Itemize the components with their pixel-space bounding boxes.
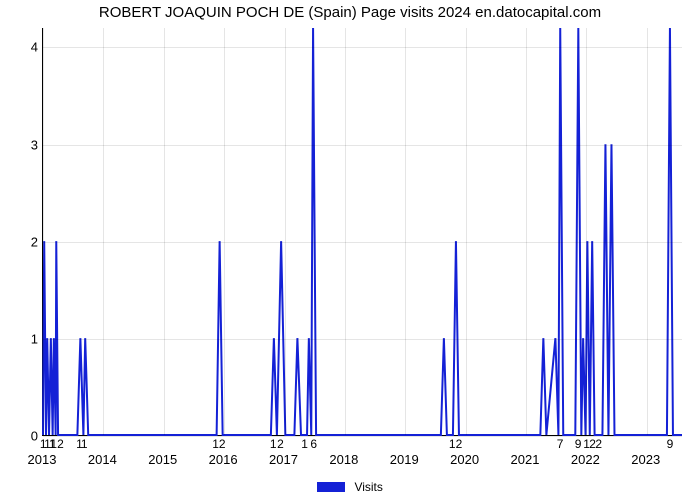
y-tick-label: 2 bbox=[8, 234, 38, 249]
value-label: 2 bbox=[595, 437, 602, 451]
value-label: 1 bbox=[81, 437, 88, 451]
gridline-v bbox=[586, 28, 587, 435]
x-tick-label: 2020 bbox=[450, 452, 479, 467]
y-tick-label: 1 bbox=[8, 331, 38, 346]
gridline-v bbox=[647, 28, 648, 435]
x-tick-label: 2016 bbox=[209, 452, 238, 467]
x-tick-label: 2014 bbox=[88, 452, 117, 467]
gridline-v bbox=[345, 28, 346, 435]
gridline-v bbox=[43, 28, 44, 435]
legend-swatch bbox=[317, 482, 345, 492]
x-tick-label: 2013 bbox=[28, 452, 57, 467]
x-tick-label: 2023 bbox=[631, 452, 660, 467]
value-label: 1 bbox=[301, 437, 308, 451]
value-label: 12 bbox=[50, 437, 63, 451]
y-tick-label: 3 bbox=[8, 137, 38, 152]
x-tick-label: 2019 bbox=[390, 452, 419, 467]
y-tick-label: 4 bbox=[8, 40, 38, 55]
gridline-v bbox=[224, 28, 225, 435]
chart-plot-area bbox=[42, 28, 682, 436]
value-label: 9 bbox=[667, 437, 674, 451]
x-tick-label: 2015 bbox=[148, 452, 177, 467]
gridline-v bbox=[466, 28, 467, 435]
value-label: 2 bbox=[277, 437, 284, 451]
gridline-v bbox=[526, 28, 527, 435]
value-label: 1 bbox=[270, 437, 277, 451]
legend: Visits bbox=[0, 479, 700, 494]
value-label: 7 bbox=[557, 437, 564, 451]
x-tick-label: 2017 bbox=[269, 452, 298, 467]
x-tick-label: 2018 bbox=[329, 452, 358, 467]
value-label: 12 bbox=[212, 437, 225, 451]
value-label: 6 bbox=[310, 437, 317, 451]
value-label: 9 bbox=[575, 437, 582, 451]
gridline-v bbox=[103, 28, 104, 435]
legend-label: Visits bbox=[354, 480, 382, 494]
gridline-v bbox=[285, 28, 286, 435]
value-label: 12 bbox=[449, 437, 462, 451]
chart-title: ROBERT JOAQUIN POCH DE (Spain) Page visi… bbox=[0, 4, 700, 21]
x-tick-label: 2022 bbox=[571, 452, 600, 467]
x-tick-label: 2021 bbox=[511, 452, 540, 467]
gridline-v bbox=[164, 28, 165, 435]
gridline-v bbox=[405, 28, 406, 435]
y-tick-label: 0 bbox=[8, 429, 38, 444]
